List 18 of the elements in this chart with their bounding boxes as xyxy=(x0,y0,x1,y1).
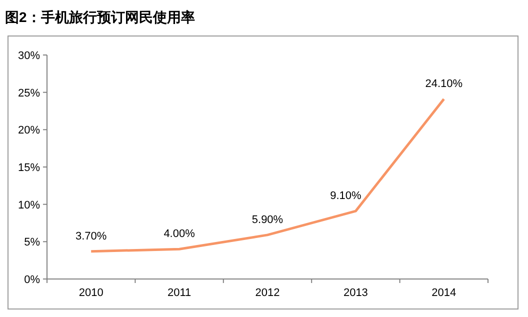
data-label: 24.10% xyxy=(425,78,463,90)
y-tick-label: 10% xyxy=(18,199,40,212)
data-label: 4.00% xyxy=(164,228,196,240)
chart-title: 图2：手机旅行预订网民使用率 xyxy=(5,9,195,25)
data-label: 3.70% xyxy=(76,230,107,242)
y-tick-label: 5% xyxy=(24,236,40,249)
x-tick-label: 2014 xyxy=(432,287,456,299)
y-tick-label: 30% xyxy=(18,50,40,62)
x-tick-label: 2011 xyxy=(167,287,192,299)
y-tick-label: 25% xyxy=(18,87,40,100)
data-label: 5.90% xyxy=(252,214,284,226)
x-tick-label: 2010 xyxy=(78,287,104,299)
y-tick-label: 0% xyxy=(24,274,40,286)
data-label: 9.10% xyxy=(330,190,362,202)
y-tick-label: 15% xyxy=(18,162,40,174)
x-tick-label: 2012 xyxy=(255,287,280,299)
y-tick-label: 20% xyxy=(18,124,40,137)
x-tick-label: 2013 xyxy=(343,287,368,299)
